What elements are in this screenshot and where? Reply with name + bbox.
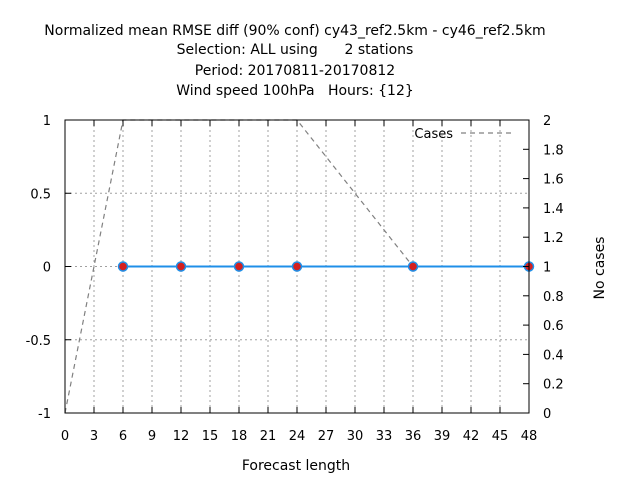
chart-title: Normalized mean RMSE diff (90% conf) cy4…	[44, 23, 545, 99]
x-axis-label: Forecast length	[242, 458, 350, 474]
y-tick-label: 0	[43, 261, 51, 276]
legend-label-cases: Cases	[414, 127, 453, 142]
y2-tick-label: 0.6	[543, 319, 564, 334]
y2-tick-label: 2	[543, 114, 551, 129]
series-diff-point	[175, 261, 187, 272]
x-tick-label: 42	[463, 429, 480, 444]
x-tick-label: 0	[61, 429, 69, 444]
x-tick-label: 24	[289, 429, 306, 444]
series-diff-point	[407, 261, 419, 272]
x-tick-label: 15	[202, 429, 219, 444]
x-tick-label: 18	[231, 429, 248, 444]
y2-tick-label: 1.4	[543, 202, 564, 217]
series-diff-point	[233, 261, 245, 272]
title-line-2: Selection: ALL using 2 stations	[177, 42, 414, 58]
y2-tick-label: 1	[543, 261, 551, 276]
series-diff-point	[117, 261, 129, 272]
title-line-3: Period: 20170811-20170812	[195, 63, 395, 79]
axes: 0 3 6 9 12 15 18 21 24 27 30 33 36 39 42 45 48-1-0.500.5…	[26, 114, 564, 444]
y-tick-label: 0.5	[30, 187, 51, 202]
series-diff-point	[291, 261, 303, 272]
x-tick-label: 33	[376, 429, 393, 444]
y-tick-label: -0.5	[26, 334, 51, 349]
legend: Cases	[414, 127, 512, 142]
x-tick-label: 9	[148, 429, 156, 444]
y2-tick-label: 1.8	[543, 143, 564, 158]
x-tick-label: 21	[260, 429, 277, 444]
y2-tick-label: 0.4	[543, 348, 564, 363]
x-tick-label: 39	[434, 429, 451, 444]
y2-tick-label: 0	[543, 407, 551, 422]
x-tick-label: 12	[173, 429, 190, 444]
x-tick-label: 45	[492, 429, 509, 444]
title-line-4: Wind speed 100hPa Hours: {12}	[176, 83, 414, 99]
x-tick-label: 36	[405, 429, 422, 444]
y2-tick-label: 1.6	[543, 173, 564, 188]
x-tick-label: 48	[521, 429, 538, 444]
x-tick-label: 6	[119, 429, 127, 444]
x-tick-label: 30	[347, 429, 364, 444]
title-line-1: Normalized mean RMSE diff (90% conf) cy4…	[44, 23, 545, 39]
y2-axis-label: No cases	[592, 237, 608, 300]
y-tick-label: 1	[43, 114, 51, 129]
y2-tick-label: 1.2	[543, 231, 564, 246]
y2-tick-label: 0.8	[543, 290, 564, 305]
y2-tick-label: 0.2	[543, 378, 564, 393]
y-tick-label: -1	[38, 407, 51, 422]
series-layer	[64, 119, 535, 414]
x-tick-label: 27	[318, 429, 335, 444]
x-tick-label: 3	[90, 429, 98, 444]
